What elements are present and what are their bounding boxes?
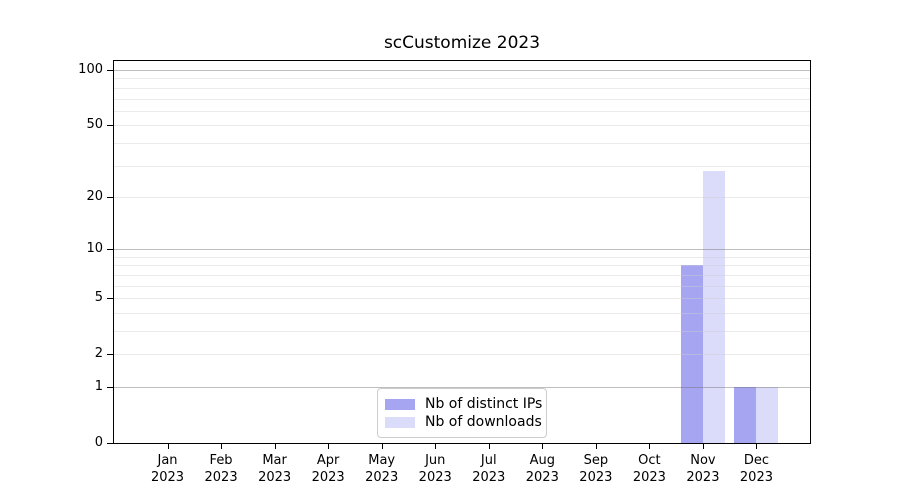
x-tick-month: Aug	[529, 453, 555, 468]
x-tick-year: 2023	[311, 470, 345, 485]
gridline-minor	[114, 98, 810, 100]
x-tick-label-sep: Sep 2023	[561, 452, 631, 486]
x-tick-mark	[381, 444, 383, 449]
x-tick-month: Apr	[316, 453, 340, 468]
x-tick-year: 2023	[150, 470, 185, 485]
x-tick-mark	[435, 444, 437, 449]
y-tick-mark	[107, 298, 113, 300]
gridline-minor	[114, 142, 810, 144]
y-tick-label: 100	[78, 62, 103, 78]
gridline-major	[114, 70, 810, 72]
gridline-minor	[114, 312, 810, 314]
x-tick-year: 2023	[204, 470, 238, 485]
gridline-minor	[114, 354, 810, 356]
x-tick-year: 2023	[525, 470, 559, 485]
x-tick-label-dec: Dec 2023	[721, 452, 791, 486]
y-tick-label: 1	[94, 378, 103, 394]
legend-item-distinct-ips: Nb of distinct IPs	[385, 395, 542, 413]
bar-distinct-ips-dec	[734, 387, 757, 443]
x-tick-month: Sep	[583, 453, 609, 468]
y-tick-mark	[107, 125, 113, 127]
gridline-minor	[114, 285, 810, 287]
x-tick-label-apr: Apr 2023	[293, 452, 363, 486]
x-tick-mark	[595, 444, 597, 449]
x-tick-year: 2023	[365, 470, 399, 485]
y-tick-label: 5	[94, 290, 103, 306]
x-tick-label-oct: Oct 2023	[614, 452, 684, 486]
legend-swatch-distinct-ips	[385, 398, 415, 410]
y-tick-mark	[107, 386, 113, 388]
x-tick-year: 2023	[418, 470, 452, 485]
gridline-minor	[114, 274, 810, 276]
x-tick-year: 2023	[258, 470, 292, 485]
plot-area	[113, 60, 811, 444]
legend-item-downloads: Nb of downloads	[385, 413, 542, 431]
bar-downloads-dec	[756, 387, 779, 443]
x-tick-month: Mar	[262, 453, 287, 468]
y-tick-mark	[107, 249, 113, 251]
x-tick-mark	[274, 444, 276, 449]
x-tick-month: Nov	[690, 453, 716, 468]
x-tick-mark	[649, 444, 651, 449]
x-tick-label-nov: Nov 2023	[668, 452, 738, 486]
x-tick-mark	[167, 444, 169, 449]
x-tick-mark	[488, 444, 490, 449]
x-tick-label-feb: Feb 2023	[186, 452, 256, 486]
x-tick-mark	[328, 444, 330, 449]
bar-downloads-nov	[702, 170, 725, 443]
legend-label-downloads: Nb of downloads	[425, 414, 542, 430]
gridline-minor	[114, 265, 810, 267]
gridline-minor	[114, 125, 810, 127]
x-tick-month: Oct	[638, 453, 661, 468]
gridline-minor	[114, 110, 810, 112]
gridline-minor	[114, 165, 810, 167]
y-tick-mark	[107, 443, 113, 444]
legend: Nb of distinct IPs Nb of downloads	[377, 388, 547, 438]
x-tick-label-aug: Aug 2023	[507, 452, 577, 486]
x-tick-month: May	[368, 453, 396, 468]
y-tick-mark	[107, 354, 113, 356]
gridline-minor	[114, 298, 810, 300]
x-tick-year: 2023	[686, 470, 720, 485]
x-tick-year: 2023	[579, 470, 613, 485]
y-tick-label: 10	[86, 241, 103, 257]
y-tick-label: 0	[94, 435, 103, 450]
legend-swatch-downloads	[385, 416, 415, 428]
gridline-minor	[114, 330, 810, 332]
legend-label-distinct-ips: Nb of distinct IPs	[425, 396, 543, 412]
y-tick-label: 20	[86, 188, 103, 204]
x-tick-label-jan: Jan 2023	[133, 452, 203, 486]
x-tick-month: Feb	[209, 453, 233, 468]
x-tick-year: 2023	[632, 470, 666, 485]
gridline-minor	[114, 256, 810, 258]
x-tick-mark	[756, 444, 758, 449]
y-tick-mark	[107, 70, 113, 72]
x-tick-mark	[221, 444, 223, 449]
gridline-major	[114, 249, 810, 251]
x-tick-month: Dec	[743, 453, 770, 468]
gridline-minor	[114, 87, 810, 89]
x-tick-month: Jan	[157, 453, 178, 468]
y-tick-mark	[107, 196, 113, 198]
x-tick-label-jun: Jun 2023	[400, 452, 470, 486]
gridline-minor	[114, 78, 810, 80]
x-tick-year: 2023	[472, 470, 506, 485]
x-tick-month: Jun	[425, 453, 446, 468]
x-tick-mark	[542, 444, 544, 449]
gridline-minor	[114, 196, 810, 198]
bar-distinct-ips-nov	[680, 265, 703, 443]
x-tick-label-mar: Mar 2023	[240, 452, 310, 486]
x-tick-year: 2023	[739, 470, 773, 485]
x-tick-label-jul: Jul 2023	[454, 452, 524, 486]
y-tick-label: 2	[94, 346, 103, 362]
gridline-major	[114, 386, 810, 388]
chart-title: scCustomize 2023	[383, 33, 541, 53]
x-tick-label-may: May 2023	[347, 452, 417, 486]
x-tick-month: Jul	[480, 453, 497, 468]
y-tick-label: 50	[86, 117, 103, 133]
x-tick-mark	[702, 444, 704, 449]
